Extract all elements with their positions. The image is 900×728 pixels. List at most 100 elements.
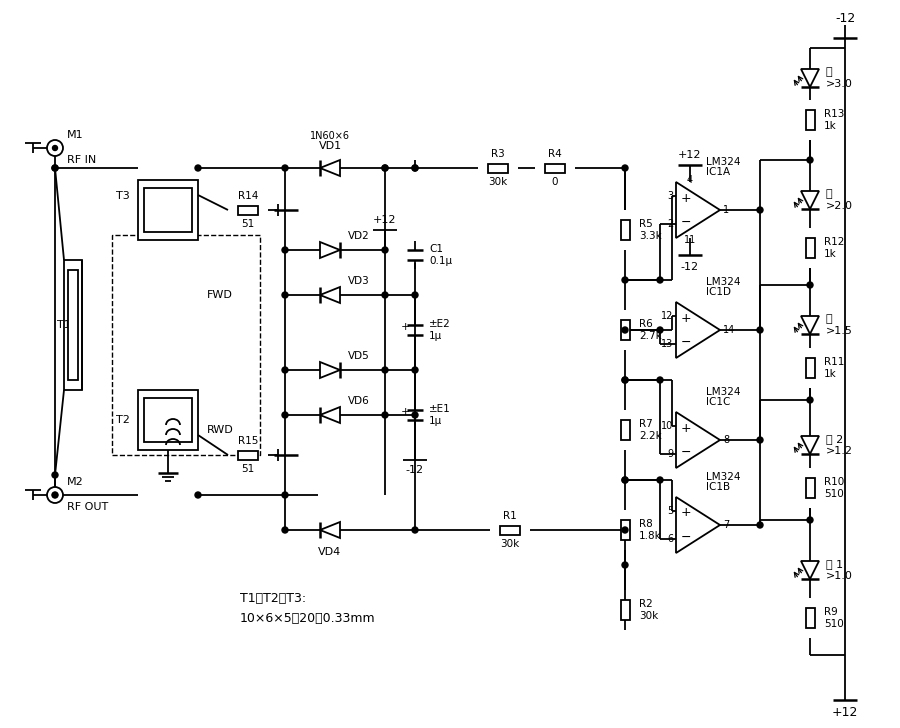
Bar <box>806 478 814 498</box>
Text: 10: 10 <box>661 421 673 431</box>
Circle shape <box>807 282 813 288</box>
Bar <box>620 420 629 440</box>
Text: RWD: RWD <box>207 425 233 435</box>
Circle shape <box>622 477 628 483</box>
Text: 6: 6 <box>667 534 673 544</box>
Text: T2: T2 <box>116 415 130 425</box>
Circle shape <box>282 247 288 253</box>
Text: -12: -12 <box>835 12 855 25</box>
Text: C1
0.1μ: C1 0.1μ <box>429 244 452 266</box>
Text: VD2: VD2 <box>348 231 370 241</box>
Text: 12: 12 <box>661 311 673 321</box>
Circle shape <box>622 327 628 333</box>
Circle shape <box>52 472 58 478</box>
Text: R6
2.7k: R6 2.7k <box>639 319 662 341</box>
Circle shape <box>412 527 418 533</box>
Circle shape <box>657 377 663 383</box>
Polygon shape <box>801 191 819 209</box>
Polygon shape <box>676 302 720 358</box>
Text: T1: T1 <box>57 320 71 330</box>
Circle shape <box>657 477 663 483</box>
Text: VD4: VD4 <box>319 547 342 557</box>
Polygon shape <box>801 561 819 579</box>
Circle shape <box>382 165 388 171</box>
Text: R7
2.2k: R7 2.2k <box>639 419 662 440</box>
Circle shape <box>412 292 418 298</box>
Text: 13: 13 <box>661 339 673 349</box>
Text: 0: 0 <box>552 177 558 187</box>
Text: R4: R4 <box>548 149 562 159</box>
Bar <box>64 260 82 390</box>
Circle shape <box>622 377 628 383</box>
Text: R15: R15 <box>238 436 258 446</box>
Circle shape <box>657 277 663 283</box>
Text: −: − <box>680 215 691 229</box>
Text: +: + <box>680 422 691 435</box>
Text: R3: R3 <box>491 149 505 159</box>
Bar <box>620 600 629 620</box>
Circle shape <box>382 292 388 298</box>
Circle shape <box>807 517 813 523</box>
Polygon shape <box>320 522 340 538</box>
Text: R10
510: R10 510 <box>824 477 844 499</box>
Circle shape <box>622 277 628 283</box>
Text: IC1B: IC1B <box>706 482 730 492</box>
Text: VD6: VD6 <box>348 396 370 406</box>
Text: 51: 51 <box>241 219 255 229</box>
Circle shape <box>412 412 418 418</box>
Circle shape <box>757 207 763 213</box>
Text: 3: 3 <box>667 191 673 201</box>
Circle shape <box>52 492 58 498</box>
Text: 黄
>1.5: 黄 >1.5 <box>826 314 853 336</box>
Text: 绿 1
>1.0: 绿 1 >1.0 <box>826 559 853 581</box>
Text: 2: 2 <box>667 219 673 229</box>
Circle shape <box>47 487 63 503</box>
Text: +: + <box>680 507 691 520</box>
Text: VD5: VD5 <box>348 351 370 361</box>
Circle shape <box>382 247 388 253</box>
Bar <box>620 520 629 540</box>
Text: R8
1.8k: R8 1.8k <box>639 519 662 541</box>
Text: T1，T2，T3:: T1，T2，T3: <box>240 591 306 604</box>
Text: R14: R14 <box>238 191 258 201</box>
Text: 1: 1 <box>723 205 729 215</box>
Circle shape <box>282 412 288 418</box>
Circle shape <box>382 165 388 171</box>
Circle shape <box>52 165 58 171</box>
Circle shape <box>622 165 628 171</box>
Circle shape <box>282 292 288 298</box>
Text: 30k: 30k <box>489 177 508 187</box>
Bar <box>68 270 78 380</box>
Text: RF IN: RF IN <box>67 155 96 165</box>
Circle shape <box>807 397 813 403</box>
Text: 9: 9 <box>667 449 673 459</box>
Bar <box>806 238 814 258</box>
Polygon shape <box>320 407 340 423</box>
Circle shape <box>382 367 388 373</box>
Text: -12: -12 <box>681 262 699 272</box>
Circle shape <box>412 367 418 373</box>
Circle shape <box>622 377 628 383</box>
Circle shape <box>195 165 201 171</box>
Text: R9
510: R9 510 <box>824 607 844 629</box>
Bar <box>806 608 814 628</box>
Text: 绿 2
>1.2: 绿 2 >1.2 <box>826 434 853 456</box>
Circle shape <box>282 367 288 373</box>
Circle shape <box>195 492 201 498</box>
Bar <box>806 358 814 378</box>
Bar <box>620 220 629 240</box>
Polygon shape <box>676 182 720 238</box>
Text: LM324: LM324 <box>706 387 741 397</box>
Text: LM324: LM324 <box>706 157 741 167</box>
Circle shape <box>52 165 58 171</box>
Text: LM324: LM324 <box>706 277 741 287</box>
Text: 1N60×6: 1N60×6 <box>310 131 350 141</box>
Text: 10×6×5，20，0.33mm: 10×6×5，20，0.33mm <box>240 612 375 625</box>
Text: IC1D: IC1D <box>706 287 731 297</box>
Bar <box>138 390 198 450</box>
Text: -12: -12 <box>406 465 424 475</box>
Text: VD3: VD3 <box>348 276 370 286</box>
Bar <box>138 180 198 240</box>
Text: −: − <box>680 446 691 459</box>
Polygon shape <box>676 412 720 468</box>
